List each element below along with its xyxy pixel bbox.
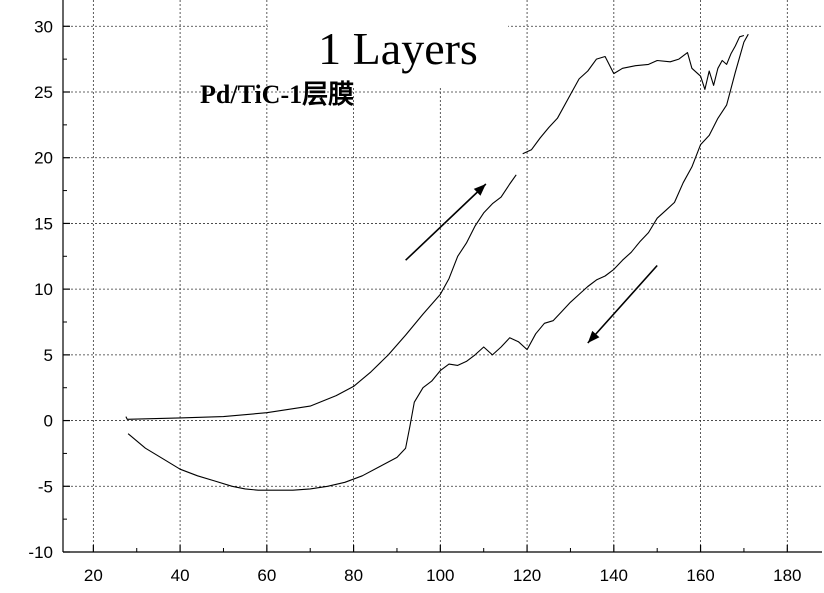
tick-labels: 20 40 60 80 100 120 140 160 180 -10 -5 0 5 10 15 20 25 30 — [28, 17, 801, 585]
x-tick-label: 160 — [686, 566, 714, 585]
title-background — [268, 0, 508, 86]
chart-subtitle: Pd/TiC-1层膜 — [200, 80, 354, 109]
y-tick-label: 15 — [34, 214, 53, 233]
x-tick-label: 20 — [84, 566, 103, 585]
direction-arrow-2 — [587, 264, 658, 344]
x-tick-label: 80 — [344, 566, 363, 585]
x-tick-label: 100 — [426, 566, 454, 585]
series-line-2 — [522, 34, 745, 155]
x-tick-label: 120 — [513, 566, 541, 585]
direction-arrow-1 — [405, 183, 487, 261]
arrow-shaft — [405, 183, 487, 261]
series-line-1 — [125, 174, 517, 420]
x-tick-label: 40 — [171, 566, 190, 585]
y-tick-label: 0 — [44, 412, 53, 431]
x-tick-label: 60 — [257, 566, 276, 585]
series-line-3 — [127, 33, 749, 491]
x-tick-label: 180 — [773, 566, 801, 585]
y-tick-label: 30 — [34, 17, 53, 36]
arrow-head — [587, 330, 600, 344]
y-tick-label: -10 — [28, 543, 53, 562]
y-tick-label: 25 — [34, 83, 53, 102]
x-tick-label: 140 — [600, 566, 628, 585]
y-tick-label: 5 — [44, 346, 53, 365]
y-tick-label: 10 — [34, 280, 53, 299]
y-tick-label: 20 — [34, 149, 53, 168]
axis-ticks — [63, 25, 788, 553]
arrows — [405, 183, 658, 344]
arrow-head — [473, 184, 486, 196]
arrow-shaft — [587, 264, 658, 344]
data-series — [125, 33, 749, 491]
y-tick-label: -5 — [38, 477, 53, 496]
chart-title: 1 Layers — [318, 23, 478, 74]
